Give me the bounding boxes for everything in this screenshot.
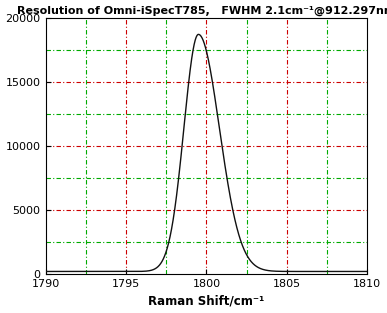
Title: Resolution of Omni-iSpecT785,   FWHM 2.1cm⁻¹@912.297nm: Resolution of Omni-iSpecT785, FWHM 2.1cm… — [17, 6, 387, 16]
X-axis label: Raman Shift/cm⁻¹: Raman Shift/cm⁻¹ — [148, 295, 265, 307]
